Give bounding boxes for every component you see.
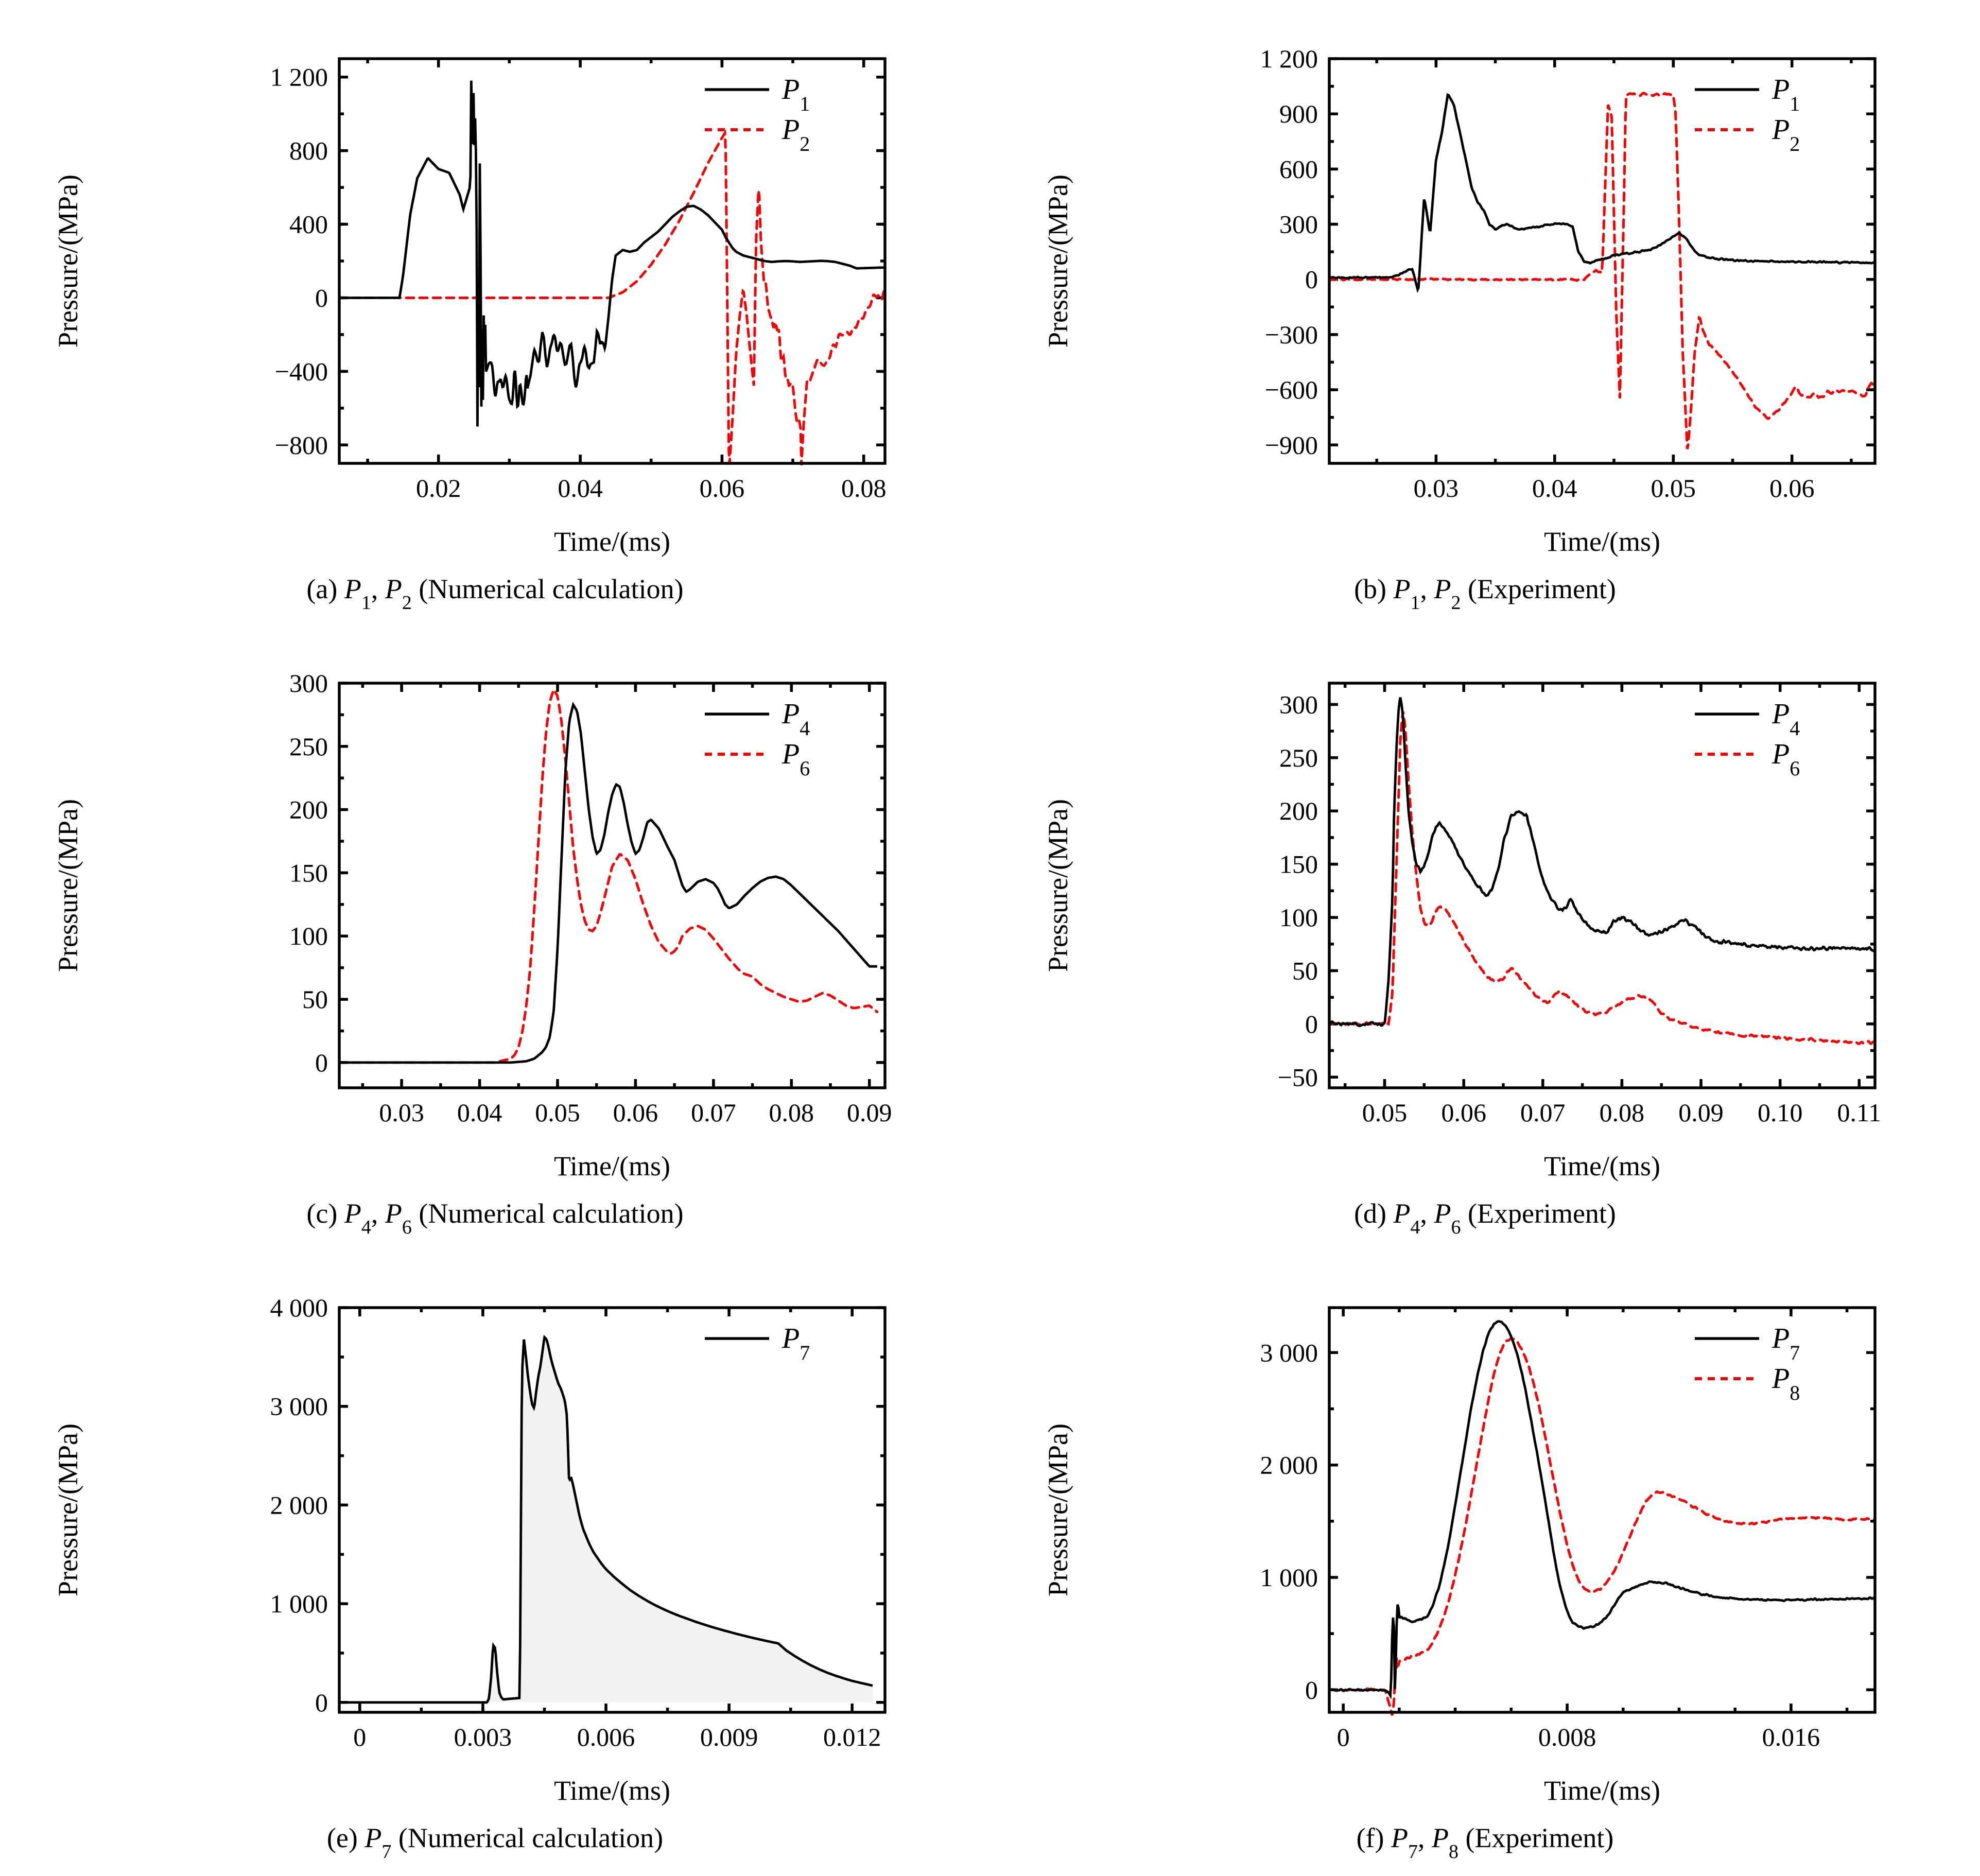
- svg-text:0.06: 0.06: [700, 474, 745, 502]
- svg-text:(e) P7 (Numerical calculation): (e) P7 (Numerical calculation): [327, 1822, 663, 1863]
- svg-text:0.04: 0.04: [457, 1098, 502, 1127]
- svg-text:1 200: 1 200: [1260, 44, 1318, 73]
- svg-text:0: 0: [315, 1048, 328, 1077]
- svg-text:−600: −600: [1265, 375, 1318, 404]
- svg-text:Time/(ms): Time/(ms): [1544, 1775, 1660, 1806]
- svg-text:600: 600: [1279, 154, 1318, 183]
- svg-text:1 200: 1 200: [270, 63, 328, 92]
- svg-text:0: 0: [1337, 1723, 1350, 1751]
- svg-text:(b) P1, P2 (Experiment): (b) P1, P2 (Experiment): [1354, 574, 1616, 614]
- svg-text:0.02: 0.02: [416, 474, 461, 502]
- svg-text:0.03: 0.03: [379, 1098, 424, 1127]
- svg-text:0.008: 0.008: [1538, 1723, 1596, 1751]
- svg-text:200: 200: [289, 795, 328, 824]
- svg-text:3 000: 3 000: [1260, 1338, 1318, 1367]
- svg-text:50: 50: [302, 985, 328, 1014]
- svg-text:0.11: 0.11: [1837, 1098, 1881, 1127]
- svg-text:−400: −400: [275, 357, 328, 386]
- svg-text:0.05: 0.05: [1651, 474, 1696, 502]
- svg-text:(f) P7, P8 (Experiment): (f) P7, P8 (Experiment): [1357, 1822, 1614, 1863]
- svg-text:Pressure/(MPa): Pressure/(MPa): [1043, 1423, 1073, 1596]
- svg-text:150: 150: [289, 858, 328, 887]
- svg-text:0: 0: [353, 1723, 366, 1751]
- svg-text:Pressure/(MPa): Pressure/(MPa): [1043, 175, 1073, 348]
- svg-text:3 000: 3 000: [270, 1392, 328, 1421]
- svg-text:−50: −50: [1278, 1063, 1318, 1091]
- svg-text:0.08: 0.08: [1600, 1098, 1645, 1127]
- svg-text:Time/(ms): Time/(ms): [554, 1151, 670, 1182]
- svg-text:300: 300: [1279, 690, 1318, 719]
- svg-text:0: 0: [1305, 1675, 1318, 1704]
- svg-text:0.08: 0.08: [769, 1098, 814, 1127]
- svg-text:0.003: 0.003: [454, 1723, 512, 1751]
- svg-text:0.009: 0.009: [700, 1723, 758, 1751]
- svg-text:0.006: 0.006: [577, 1723, 635, 1751]
- svg-text:Pressure/(MPa): Pressure/(MPa): [53, 175, 83, 348]
- svg-text:0.04: 0.04: [558, 474, 603, 502]
- svg-text:0.09: 0.09: [1678, 1098, 1724, 1127]
- svg-text:0.05: 0.05: [535, 1098, 580, 1127]
- svg-text:0.06: 0.06: [1441, 1098, 1486, 1127]
- svg-text:Time/(ms): Time/(ms): [554, 526, 670, 557]
- svg-text:(c) P4, P6 (Numerical calculat: (c) P4, P6 (Numerical calculation): [306, 1198, 683, 1238]
- svg-text:800: 800: [289, 136, 328, 165]
- svg-text:50: 50: [1292, 957, 1318, 985]
- svg-text:(a) P1, P2 (Numerical calculat: (a) P1, P2 (Numerical calculation): [306, 574, 683, 614]
- svg-text:300: 300: [289, 669, 328, 698]
- svg-text:4 000: 4 000: [270, 1293, 328, 1322]
- svg-text:0: 0: [1305, 265, 1318, 294]
- svg-text:0.09: 0.09: [847, 1098, 892, 1127]
- svg-text:−900: −900: [1265, 430, 1318, 459]
- svg-text:1 000: 1 000: [270, 1589, 328, 1618]
- svg-text:100: 100: [1279, 903, 1318, 932]
- svg-text:Pressure/(MPa): Pressure/(MPa): [53, 799, 83, 972]
- svg-text:Pressure/(MPa): Pressure/(MPa): [1043, 799, 1073, 972]
- svg-text:250: 250: [289, 732, 328, 761]
- svg-text:0.03: 0.03: [1414, 474, 1459, 502]
- svg-text:0.04: 0.04: [1532, 474, 1577, 502]
- svg-text:0.06: 0.06: [613, 1098, 658, 1127]
- svg-text:Pressure/(MPa): Pressure/(MPa): [53, 1423, 83, 1596]
- svg-text:300: 300: [1279, 210, 1318, 239]
- svg-text:0.07: 0.07: [691, 1098, 736, 1127]
- svg-text:100: 100: [289, 922, 328, 950]
- svg-text:0: 0: [315, 1688, 328, 1717]
- svg-text:0.012: 0.012: [823, 1723, 881, 1751]
- svg-text:150: 150: [1279, 850, 1318, 879]
- svg-text:2 000: 2 000: [1260, 1451, 1318, 1480]
- svg-text:900: 900: [1279, 99, 1318, 128]
- svg-text:−800: −800: [275, 430, 328, 459]
- svg-text:0.07: 0.07: [1520, 1098, 1566, 1127]
- svg-text:200: 200: [1279, 796, 1318, 825]
- svg-text:Time/(ms): Time/(ms): [554, 1775, 670, 1806]
- svg-text:0.06: 0.06: [1769, 474, 1815, 502]
- svg-text:0: 0: [315, 284, 328, 312]
- svg-text:250: 250: [1279, 743, 1318, 772]
- svg-text:2 000: 2 000: [270, 1490, 328, 1519]
- svg-text:0.10: 0.10: [1758, 1098, 1803, 1127]
- svg-text:0.016: 0.016: [1762, 1723, 1820, 1751]
- svg-text:0: 0: [1305, 1010, 1318, 1038]
- svg-text:1 000: 1 000: [1260, 1563, 1318, 1592]
- svg-text:(d) P4, P6 (Experiment): (d) P4, P6 (Experiment): [1354, 1198, 1616, 1238]
- svg-text:0.05: 0.05: [1362, 1098, 1408, 1127]
- svg-text:400: 400: [289, 210, 328, 239]
- svg-text:−300: −300: [1265, 320, 1318, 349]
- svg-text:Time/(ms): Time/(ms): [1544, 526, 1660, 557]
- svg-text:Time/(ms): Time/(ms): [1544, 1151, 1660, 1182]
- svg-text:0.08: 0.08: [841, 474, 887, 502]
